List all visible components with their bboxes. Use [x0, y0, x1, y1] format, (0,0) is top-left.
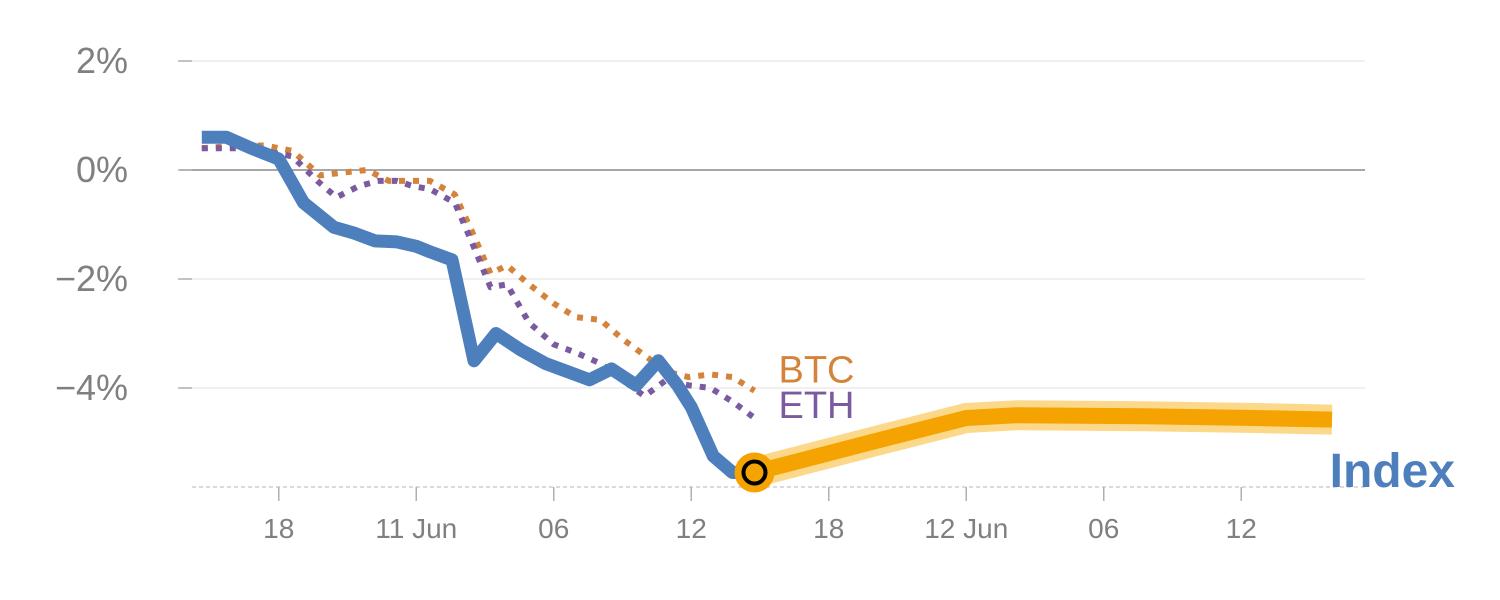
y-tick-label: −2% — [55, 258, 128, 299]
y-axis: 2% 0% −2% −4% — [55, 40, 128, 408]
y-tick-label: −4% — [55, 367, 128, 408]
eth-line — [201, 145, 757, 421]
x-tick-label: 06 — [538, 513, 569, 544]
x-tick-label: 18 — [263, 513, 294, 544]
forecast-line — [752, 407, 1333, 481]
y-tick-label: 0% — [76, 149, 128, 190]
y-tick-label: 2% — [76, 40, 128, 81]
series-lines — [201, 130, 1333, 488]
x-tick-label: 12 — [676, 513, 707, 544]
current-point-marker — [734, 452, 775, 493]
marker-halo — [734, 452, 775, 493]
series-labels: BTC ETH Index — [779, 350, 1456, 498]
x-axis: 18 11 Jun 06 12 18 12 Jun 06 12 — [192, 486, 1365, 544]
index-label: Index — [1330, 445, 1456, 498]
x-tick-label: 12 — [1226, 513, 1257, 544]
x-tick-label: 11 Jun — [375, 513, 457, 544]
x-tick-label: 06 — [1088, 513, 1119, 544]
x-tick-label: 12 Jun — [924, 513, 1008, 544]
btc-label: BTC — [779, 350, 855, 392]
marker-ring — [741, 459, 768, 486]
index-line — [201, 130, 755, 479]
eth-label: ETH — [779, 385, 855, 427]
x-tick-label: 18 — [813, 513, 844, 544]
btc-line — [201, 142, 757, 394]
grid — [178, 60, 1365, 389]
